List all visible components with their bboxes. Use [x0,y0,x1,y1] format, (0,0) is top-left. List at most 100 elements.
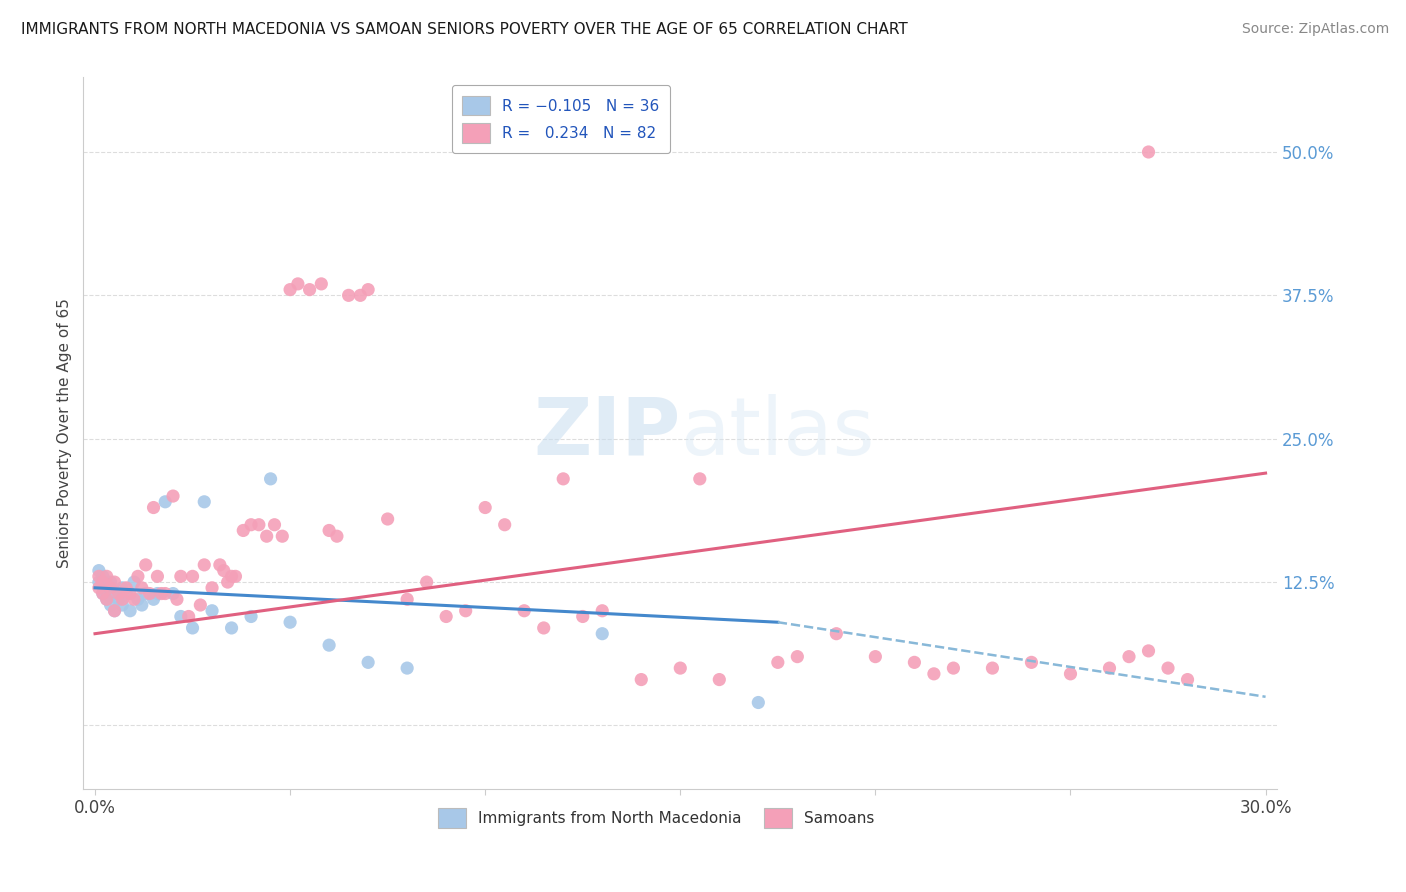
Point [135,558,157,572]
Point [193,558,215,572]
Point [591,604,613,618]
Point [138,586,160,600]
Point [396,592,419,607]
Point [1021,656,1043,670]
Point [942,661,965,675]
Point [377,512,399,526]
Point [103,575,125,590]
Point [107,586,129,600]
Text: Source: ZipAtlas.com: Source: ZipAtlas.com [1241,22,1389,37]
Point [287,277,309,291]
Point [247,517,270,532]
Point [87,564,110,578]
Point [224,569,246,583]
Point [100,581,122,595]
Text: atlas: atlas [681,394,875,472]
Point [103,604,125,618]
Point [1137,145,1160,159]
Point [188,598,211,612]
Point [212,564,235,578]
Point [96,592,118,607]
Point [122,575,145,590]
Point [91,575,114,590]
Point [100,575,122,590]
Point [96,581,118,595]
Point [166,592,188,607]
Point [208,558,231,572]
Point [709,673,731,687]
Point [111,581,134,595]
Point [100,598,122,612]
Point [221,569,243,583]
Point [474,500,496,515]
Point [337,288,360,302]
Point [513,604,536,618]
Point [87,581,110,595]
Point [278,283,301,297]
Point [553,472,575,486]
Point [357,656,380,670]
Point [96,592,118,607]
Point [221,621,243,635]
Point [232,524,254,538]
Point [903,656,925,670]
Point [1118,649,1140,664]
Point [256,529,278,543]
Point [111,598,134,612]
Point [131,581,153,595]
Point [454,604,477,618]
Point [434,609,457,624]
Point [240,517,263,532]
Point [127,592,149,607]
Point [766,656,789,670]
Point [865,649,887,664]
Point [127,569,149,583]
Point [318,638,340,652]
Point [357,283,380,297]
Point [155,495,177,509]
Y-axis label: Seniors Poverty Over the Age of 65: Seniors Poverty Over the Age of 65 [58,298,72,568]
Point [181,621,204,635]
Point [135,586,157,600]
Point [87,569,110,583]
Point [533,621,555,635]
Point [263,517,285,532]
Point [146,569,169,583]
Point [150,586,173,600]
Point [318,524,340,538]
Point [111,592,134,607]
Point [170,609,193,624]
Point [115,586,138,600]
Point [326,529,349,543]
Point [669,661,692,675]
Point [103,604,125,618]
Point [181,569,204,583]
Point [142,592,165,607]
Point [311,277,333,291]
Point [122,592,145,607]
Point [91,569,114,583]
Point [91,586,114,600]
Point [349,288,371,302]
Point [217,575,239,590]
Point [396,661,419,675]
Point [591,626,613,640]
Point [107,592,129,607]
Point [1177,673,1199,687]
Point [1137,644,1160,658]
Point [1098,661,1121,675]
Point [201,581,224,595]
Point [259,472,281,486]
Point [415,575,437,590]
Point [494,517,516,532]
Point [689,472,711,486]
Point [1157,661,1180,675]
Point [103,586,125,600]
Point [96,569,118,583]
Point [240,609,263,624]
Point [571,609,593,624]
Point [786,649,808,664]
Point [630,673,652,687]
Text: IMMIGRANTS FROM NORTH MACEDONIA VS SAMOAN SENIORS POVERTY OVER THE AGE OF 65 COR: IMMIGRANTS FROM NORTH MACEDONIA VS SAMOA… [21,22,908,37]
Point [91,586,114,600]
